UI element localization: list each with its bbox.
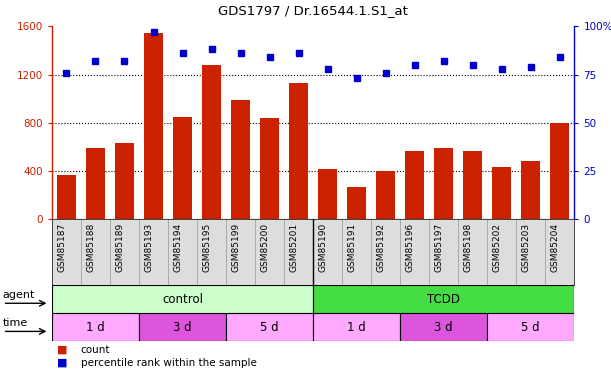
Text: ■: ■: [57, 345, 68, 355]
Bar: [492, 168, 511, 219]
Text: GSM85204: GSM85204: [551, 223, 560, 272]
Text: 3 d: 3 d: [434, 321, 453, 334]
Text: GSM85200: GSM85200: [261, 223, 269, 272]
Bar: [260, 118, 279, 219]
Text: GSM85199: GSM85199: [232, 223, 241, 272]
Bar: [86, 148, 105, 219]
Text: GSM85194: GSM85194: [174, 223, 183, 272]
Text: GSM85198: GSM85198: [464, 223, 473, 272]
Bar: [405, 151, 424, 219]
Text: control: control: [162, 292, 203, 306]
Bar: [226, 313, 313, 341]
Bar: [57, 175, 76, 219]
Text: 5 d: 5 d: [260, 321, 279, 334]
Bar: [463, 151, 482, 219]
Text: time: time: [2, 318, 28, 328]
Text: TCDD: TCDD: [427, 292, 460, 306]
Bar: [521, 161, 540, 219]
Text: GSM85202: GSM85202: [493, 223, 502, 272]
Text: percentile rank within the sample: percentile rank within the sample: [81, 358, 257, 368]
Bar: [52, 285, 313, 313]
Bar: [434, 148, 453, 219]
Text: 5 d: 5 d: [522, 321, 540, 334]
Text: GSM85188: GSM85188: [87, 223, 95, 272]
Text: GSM85190: GSM85190: [319, 223, 327, 272]
Text: GSM85192: GSM85192: [377, 223, 386, 272]
Bar: [173, 117, 192, 219]
Text: GSM85195: GSM85195: [203, 223, 211, 272]
Text: GSM85197: GSM85197: [435, 223, 444, 272]
Bar: [376, 171, 395, 219]
Text: GSM85189: GSM85189: [115, 223, 125, 272]
Bar: [551, 123, 569, 219]
Bar: [488, 313, 574, 341]
Text: 3 d: 3 d: [174, 321, 192, 334]
Text: GSM85203: GSM85203: [522, 223, 531, 272]
Text: GSM85187: GSM85187: [57, 223, 67, 272]
Bar: [115, 143, 134, 219]
Bar: [289, 83, 308, 219]
Text: GSM85193: GSM85193: [145, 223, 153, 272]
Bar: [313, 285, 574, 313]
Bar: [231, 100, 250, 219]
Text: 1 d: 1 d: [347, 321, 366, 334]
Bar: [202, 65, 221, 219]
Text: GSM85196: GSM85196: [406, 223, 415, 272]
Bar: [139, 313, 226, 341]
Bar: [347, 187, 366, 219]
Text: 1 d: 1 d: [86, 321, 105, 334]
Text: ■: ■: [57, 358, 68, 368]
Bar: [313, 313, 400, 341]
Text: GSM85191: GSM85191: [348, 223, 357, 272]
Text: agent: agent: [2, 290, 35, 300]
Bar: [52, 313, 139, 341]
Text: count: count: [81, 345, 110, 355]
Text: GSM85201: GSM85201: [290, 223, 299, 272]
Bar: [144, 33, 163, 219]
Text: GDS1797 / Dr.16544.1.S1_at: GDS1797 / Dr.16544.1.S1_at: [218, 4, 408, 17]
Bar: [400, 313, 488, 341]
Bar: [318, 169, 337, 219]
